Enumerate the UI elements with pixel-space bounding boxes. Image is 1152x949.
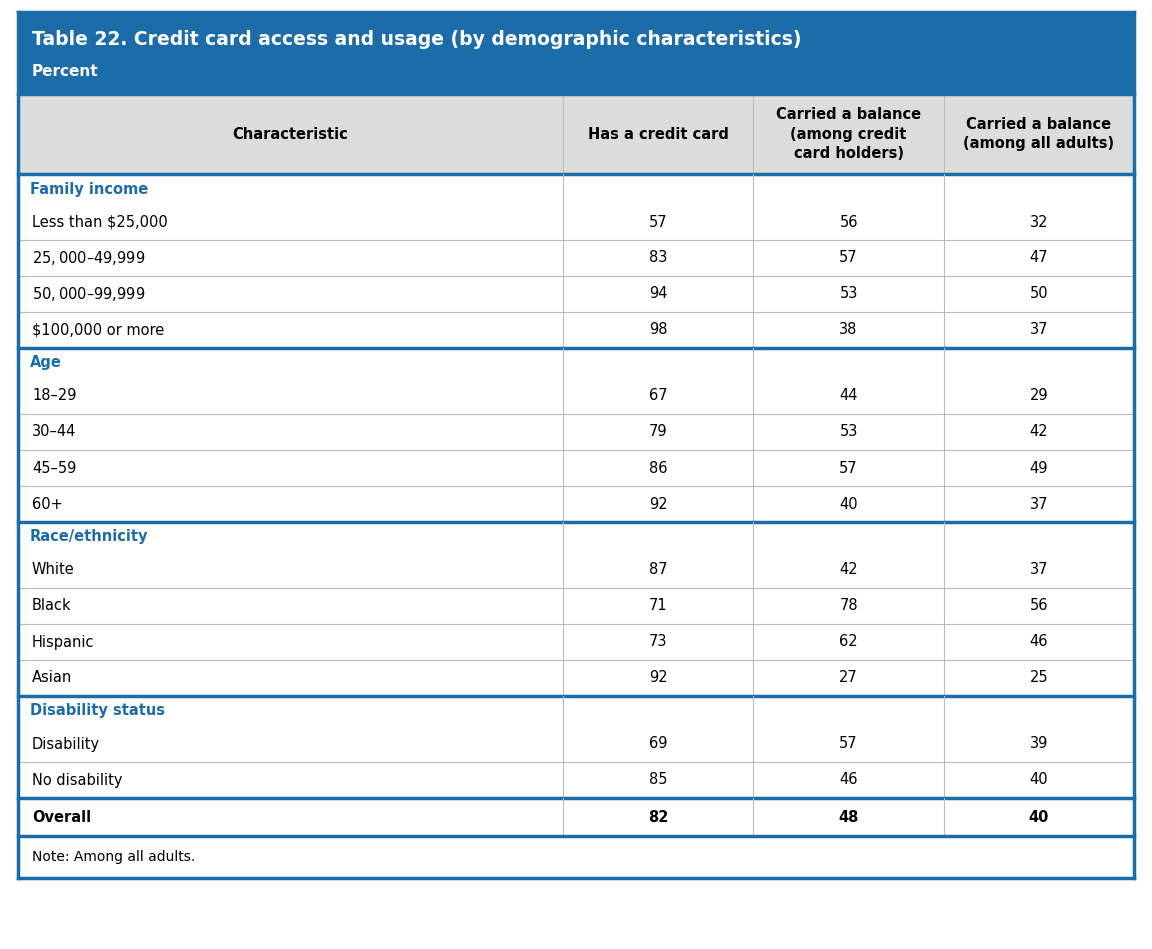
Text: Percent: Percent [32, 64, 99, 79]
Text: 57: 57 [649, 214, 668, 230]
Text: 49: 49 [1030, 460, 1048, 475]
Bar [18, 12, 1134, 94]
Text: Overall: Overall [32, 809, 91, 825]
Bar [18, 378, 1134, 414]
Text: Table 22. Credit card access and usage (by demographic characteristics): Table 22. Credit card access and usage (… [32, 29, 802, 48]
Bar [18, 348, 1134, 378]
Bar [18, 762, 1134, 798]
Text: 53: 53 [840, 424, 858, 439]
Bar [18, 696, 1134, 726]
Text: 94: 94 [649, 287, 667, 302]
Text: Race/ethnicity: Race/ethnicity [30, 530, 149, 545]
Text: 45–59: 45–59 [32, 460, 76, 475]
Bar [18, 624, 1134, 660]
Text: 83: 83 [649, 251, 667, 266]
Text: 57: 57 [840, 460, 858, 475]
Text: Less than $25,000: Less than $25,000 [32, 214, 168, 230]
Text: 29: 29 [1030, 388, 1048, 403]
Text: $25,000–$49,999: $25,000–$49,999 [32, 249, 145, 267]
Bar [18, 240, 1134, 276]
Bar [18, 414, 1134, 450]
Text: 37: 37 [1030, 496, 1048, 512]
Text: 42: 42 [840, 563, 858, 578]
Text: 62: 62 [840, 635, 858, 649]
Text: 79: 79 [649, 424, 668, 439]
Bar [18, 94, 1134, 174]
Text: Age: Age [30, 356, 62, 370]
Text: 60+: 60+ [32, 496, 62, 512]
Text: 18–29: 18–29 [32, 388, 76, 403]
Text: 92: 92 [649, 496, 668, 512]
Text: 78: 78 [840, 599, 858, 613]
Text: 38: 38 [840, 323, 858, 338]
Bar [18, 660, 1134, 696]
Text: $100,000 or more: $100,000 or more [32, 323, 165, 338]
Bar [18, 174, 1134, 204]
Text: 67: 67 [649, 388, 668, 403]
Text: Disability: Disability [32, 736, 100, 752]
Text: Black: Black [32, 599, 71, 613]
Text: No disability: No disability [32, 772, 122, 788]
Text: $50,000–$99,999: $50,000–$99,999 [32, 285, 145, 303]
Text: White: White [32, 563, 75, 578]
Text: Carried a balance
(among all adults): Carried a balance (among all adults) [963, 117, 1114, 151]
Text: 92: 92 [649, 671, 668, 685]
Bar [18, 450, 1134, 486]
Text: 71: 71 [649, 599, 668, 613]
Text: 73: 73 [649, 635, 667, 649]
Text: 86: 86 [649, 460, 667, 475]
Bar [18, 836, 1134, 878]
Text: Note: Among all adults.: Note: Among all adults. [32, 850, 195, 864]
Text: Carried a balance
(among credit
card holders): Carried a balance (among credit card hol… [776, 107, 922, 160]
Text: 30–44: 30–44 [32, 424, 76, 439]
Text: 32: 32 [1030, 214, 1048, 230]
Bar [18, 726, 1134, 762]
Bar [18, 552, 1134, 588]
Bar [18, 204, 1134, 240]
Text: 56: 56 [1030, 599, 1048, 613]
Text: 57: 57 [840, 736, 858, 752]
Text: 40: 40 [1029, 809, 1049, 825]
Text: Asian: Asian [32, 671, 73, 685]
Text: 82: 82 [649, 809, 668, 825]
Text: 98: 98 [649, 323, 667, 338]
Bar [18, 312, 1134, 348]
Text: 47: 47 [1030, 251, 1048, 266]
Text: 46: 46 [840, 772, 858, 788]
Text: Disability status: Disability status [30, 703, 165, 718]
Text: 44: 44 [840, 388, 858, 403]
Text: 40: 40 [840, 496, 858, 512]
Text: 39: 39 [1030, 736, 1048, 752]
Text: 85: 85 [649, 772, 667, 788]
Text: 56: 56 [840, 214, 858, 230]
Bar [18, 486, 1134, 522]
Bar [18, 588, 1134, 624]
Text: 37: 37 [1030, 323, 1048, 338]
Text: 46: 46 [1030, 635, 1048, 649]
Text: 69: 69 [649, 736, 667, 752]
Text: 40: 40 [1030, 772, 1048, 788]
Text: 57: 57 [840, 251, 858, 266]
Text: 42: 42 [1030, 424, 1048, 439]
Text: 48: 48 [839, 809, 858, 825]
Text: 87: 87 [649, 563, 668, 578]
Bar [18, 522, 1134, 552]
Text: 27: 27 [839, 671, 858, 685]
Text: 37: 37 [1030, 563, 1048, 578]
Text: 53: 53 [840, 287, 858, 302]
Text: 50: 50 [1030, 287, 1048, 302]
Text: 25: 25 [1030, 671, 1048, 685]
Bar [18, 798, 1134, 836]
Text: Characteristic: Characteristic [233, 126, 348, 141]
Bar [18, 276, 1134, 312]
Text: Has a credit card: Has a credit card [588, 126, 729, 141]
Text: Hispanic: Hispanic [32, 635, 94, 649]
Text: Family income: Family income [30, 181, 149, 196]
